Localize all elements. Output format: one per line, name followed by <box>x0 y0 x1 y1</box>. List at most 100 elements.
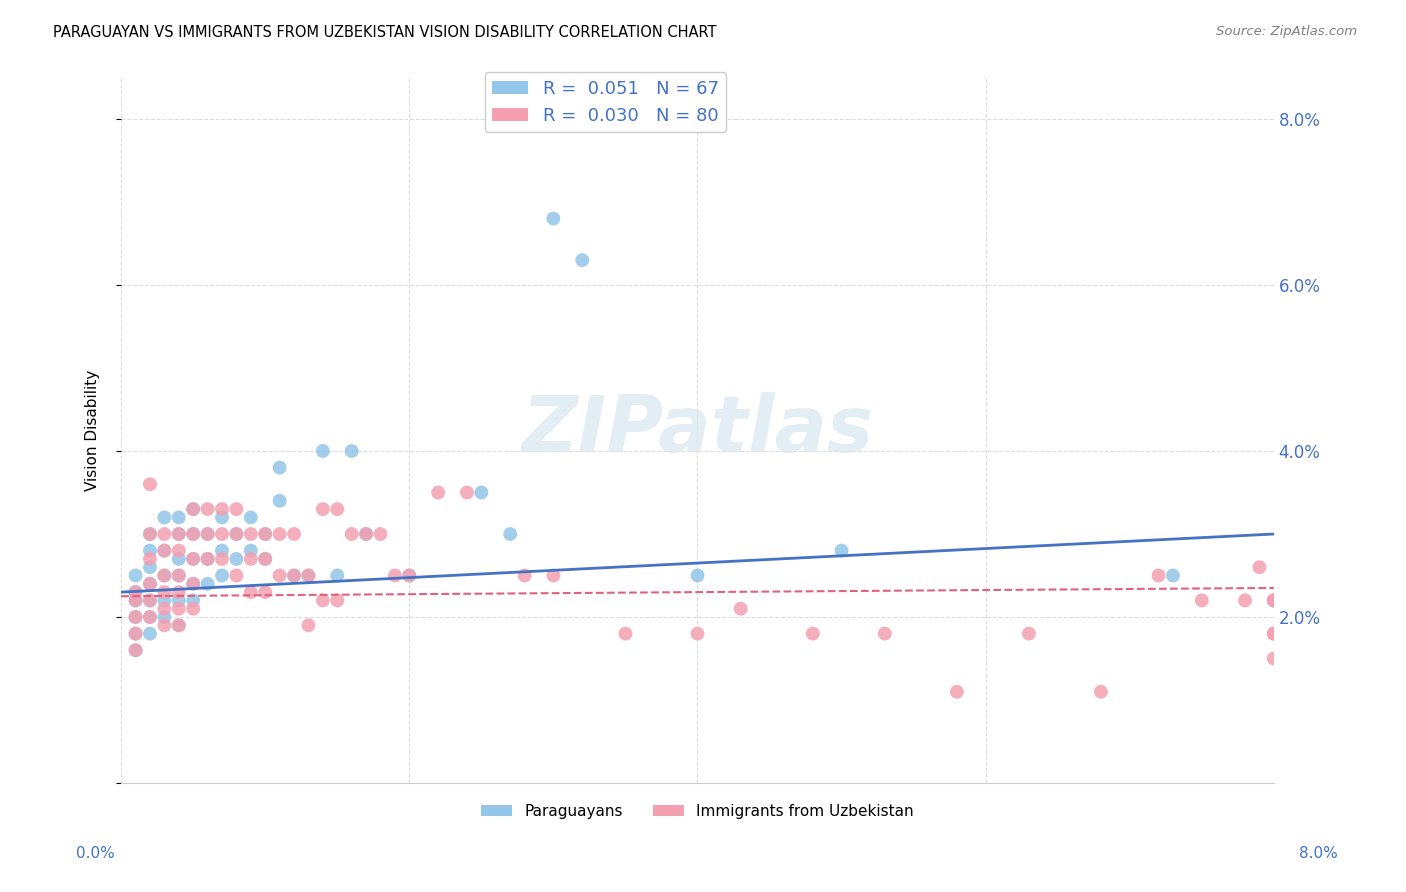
Point <box>153 527 176 541</box>
Point <box>730 601 752 615</box>
Point <box>254 552 277 566</box>
Point <box>1161 568 1184 582</box>
Point <box>167 510 190 524</box>
Point <box>283 568 305 582</box>
Point <box>370 527 392 541</box>
Text: Source: ZipAtlas.com: Source: ZipAtlas.com <box>1216 25 1357 38</box>
Point <box>167 527 190 541</box>
Point <box>297 568 319 582</box>
Point <box>354 527 377 541</box>
Point <box>197 552 219 566</box>
Point <box>124 593 146 607</box>
Point <box>181 502 204 516</box>
Point <box>239 585 262 599</box>
Point <box>340 527 363 541</box>
Point <box>571 253 593 268</box>
Point <box>167 593 190 607</box>
Point <box>340 444 363 458</box>
Point <box>124 568 146 582</box>
Point <box>254 527 277 541</box>
Point <box>312 593 335 607</box>
Point <box>124 585 146 599</box>
Point <box>297 568 319 582</box>
Point <box>801 626 824 640</box>
Point <box>225 568 247 582</box>
Y-axis label: Vision Disability: Vision Disability <box>86 369 100 491</box>
Text: 0.0%: 0.0% <box>76 847 115 861</box>
Point <box>239 510 262 524</box>
Point <box>211 502 233 516</box>
Point <box>543 568 565 582</box>
Point <box>139 576 162 591</box>
Point <box>1263 593 1285 607</box>
Point <box>831 543 853 558</box>
Point <box>167 543 190 558</box>
Point <box>269 527 291 541</box>
Point <box>124 585 146 599</box>
Point <box>153 568 176 582</box>
Point <box>946 684 969 698</box>
Point <box>543 211 565 226</box>
Point <box>614 626 637 640</box>
Point <box>139 593 162 607</box>
Point <box>139 626 162 640</box>
Point <box>153 601 176 615</box>
Point <box>283 527 305 541</box>
Point <box>181 552 204 566</box>
Point <box>181 552 204 566</box>
Point <box>1263 651 1285 665</box>
Point <box>283 568 305 582</box>
Text: ZIPatlas: ZIPatlas <box>522 392 873 468</box>
Point <box>686 626 709 640</box>
Point <box>211 552 233 566</box>
Point <box>181 502 204 516</box>
Point <box>153 593 176 607</box>
Point <box>1191 593 1213 607</box>
Point <box>239 527 262 541</box>
Point <box>326 568 349 582</box>
Point <box>211 568 233 582</box>
Point <box>181 593 204 607</box>
Point <box>211 543 233 558</box>
Point <box>197 552 219 566</box>
Point <box>1263 626 1285 640</box>
Point <box>326 593 349 607</box>
Point <box>124 626 146 640</box>
Point <box>139 610 162 624</box>
Point <box>1090 684 1112 698</box>
Point <box>167 568 190 582</box>
Point <box>139 543 162 558</box>
Point <box>873 626 896 640</box>
Point <box>513 568 536 582</box>
Point <box>456 485 478 500</box>
Point <box>197 502 219 516</box>
Point <box>181 527 204 541</box>
Point <box>225 552 247 566</box>
Point <box>167 601 190 615</box>
Point <box>398 568 420 582</box>
Point <box>239 543 262 558</box>
Point <box>254 552 277 566</box>
Point <box>153 543 176 558</box>
Point <box>153 543 176 558</box>
Point <box>167 618 190 632</box>
Point <box>139 593 162 607</box>
Point <box>181 576 204 591</box>
Point <box>153 618 176 632</box>
Point <box>254 585 277 599</box>
Point <box>197 576 219 591</box>
Point <box>139 552 162 566</box>
Point <box>225 502 247 516</box>
Point <box>139 527 162 541</box>
Point <box>269 460 291 475</box>
Point <box>181 601 204 615</box>
Point <box>354 527 377 541</box>
Point <box>1249 560 1271 574</box>
Point <box>167 585 190 599</box>
Point <box>1263 593 1285 607</box>
Point <box>1263 593 1285 607</box>
Point <box>124 626 146 640</box>
Point <box>269 493 291 508</box>
Point <box>124 643 146 657</box>
Point <box>312 502 335 516</box>
